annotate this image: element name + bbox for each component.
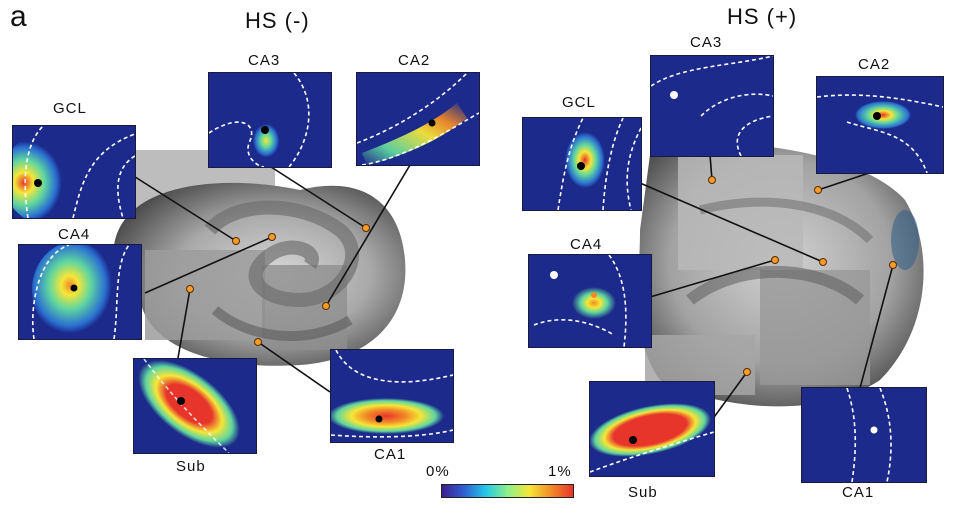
region-label-gcl-right: GCL — [562, 94, 596, 111]
region-label-ca2-left: CA2 — [398, 52, 431, 69]
marker-ca3-left — [362, 224, 370, 232]
marker-ca2-right — [814, 186, 822, 194]
region-label-sub-left: Sub — [176, 458, 206, 475]
leader-line-ca1-left — [257, 341, 331, 393]
heatmap-ca1-left — [330, 349, 454, 443]
heatmap-ca4-right — [528, 254, 652, 348]
region-label-ca2-right: CA2 — [858, 56, 891, 73]
region-label-ca3-left: CA3 — [248, 52, 281, 69]
marker-gcl-right — [819, 258, 827, 266]
brain-slice-right — [638, 144, 924, 407]
region-label-gcl-left: GCL — [53, 100, 87, 117]
heatmap-gcl-left — [12, 125, 136, 219]
heatmap-ca3-right — [650, 55, 774, 157]
marker-ca1-right — [889, 261, 897, 269]
region-label-ca3-right: CA3 — [690, 34, 723, 51]
region-label-ca4-right: CA4 — [570, 236, 603, 253]
region-label-ca1-right: CA1 — [842, 484, 875, 501]
leader-line-ca3-left — [267, 164, 367, 229]
leader-lines-left — [131, 164, 411, 393]
leader-line-ca4-left — [144, 236, 273, 294]
leader-line-ca3-right — [709, 154, 713, 181]
leader-line-gcl-left — [131, 174, 237, 242]
region-label-sub-right: Sub — [628, 484, 658, 501]
location-markers — [186, 176, 897, 376]
leader-line-gcl-right — [639, 182, 824, 263]
marker-ca4-left — [268, 233, 276, 241]
leader-line-ca2-left — [325, 164, 411, 307]
heatmap-gcl-right — [522, 117, 642, 211]
marker-ca1-left — [254, 338, 262, 346]
marker-ca4-right — [771, 256, 779, 264]
panel-letter: a — [10, 0, 27, 33]
heatmap-sub-right — [589, 381, 715, 477]
marker-ca3-right — [708, 176, 716, 184]
marker-gcl-left — [232, 237, 240, 245]
leader-lines-right — [639, 154, 894, 421]
marker-sub-right — [743, 368, 751, 376]
heatmap-ca2-right — [816, 76, 944, 174]
condition-label-hs-positive: HS (+) — [727, 4, 798, 29]
leader-line-ca4-right — [649, 259, 776, 298]
region-label-ca1-left: CA1 — [374, 446, 407, 463]
colorbar — [441, 484, 574, 498]
marker-sub-left — [186, 285, 194, 293]
heatmap-ca4-left — [18, 244, 142, 340]
heatmap-ca2-left — [356, 72, 480, 166]
brain-slice-left — [114, 150, 406, 366]
heatmap-ca1-right — [801, 387, 927, 483]
heatmap-sub-left — [133, 358, 257, 454]
condition-label-hs-negative: HS (-) — [245, 8, 310, 33]
colorbar-max-label: 1% — [548, 463, 572, 480]
region-label-ca4-left: CA4 — [58, 226, 91, 243]
leader-line-ca1-right — [859, 264, 894, 389]
heatmap-ca3-left — [208, 72, 332, 168]
marker-ca2-left — [322, 302, 330, 310]
colorbar-min-label: 0% — [426, 463, 450, 480]
leader-line-sub-right — [711, 371, 748, 421]
leader-line-sub-left — [177, 288, 191, 359]
